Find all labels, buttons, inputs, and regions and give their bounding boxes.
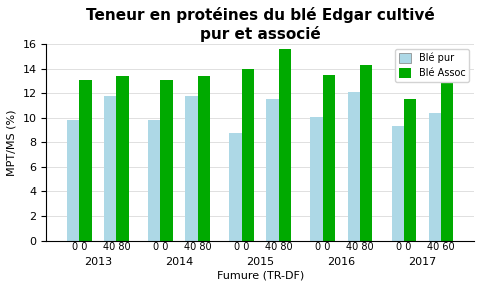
Bar (116, 76, 129, 241)
Bar (148, 120, 160, 241)
Bar (428, 113, 440, 241)
Bar (229, 133, 241, 241)
Bar (322, 75, 335, 241)
Bar (160, 80, 172, 241)
Bar (359, 65, 372, 241)
Bar (278, 49, 290, 241)
Bar (391, 126, 403, 241)
Y-axis label: MPT/MS (%): MPT/MS (%) (7, 109, 17, 176)
Bar (403, 99, 415, 241)
Bar (440, 78, 453, 241)
Bar (67, 120, 79, 241)
Legend: Blé pur, Blé Assoc: Blé pur, Blé Assoc (395, 49, 468, 82)
Bar (266, 99, 278, 241)
Bar (347, 92, 359, 241)
Bar (185, 96, 197, 241)
Bar (241, 69, 253, 241)
Bar (79, 80, 92, 241)
Bar (197, 76, 210, 241)
Bar (104, 96, 116, 241)
X-axis label: Fumure (TR-DF): Fumure (TR-DF) (216, 270, 303, 280)
Bar (310, 117, 322, 241)
Title: Teneur en protéines du blé Edgar cultivé
pur et associé: Teneur en protéines du blé Edgar cultivé… (85, 7, 433, 42)
